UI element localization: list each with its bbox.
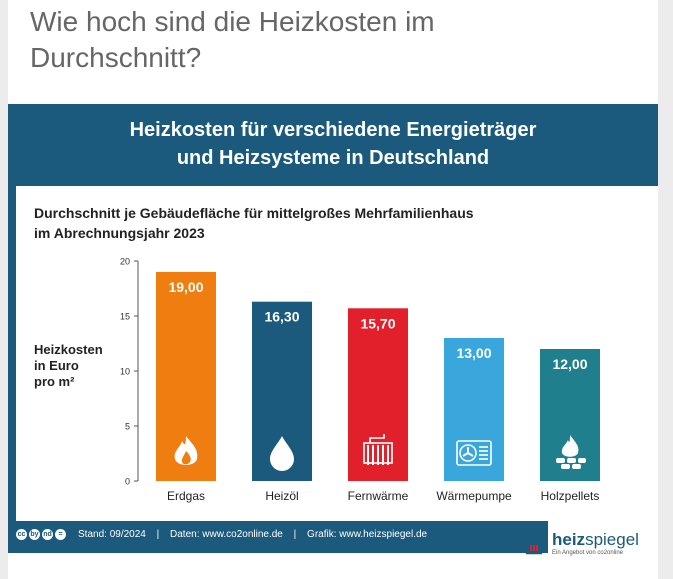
nd-icon: nd (42, 529, 53, 540)
infographic-title-line-2: und Heizsysteme in Deutschland (176, 147, 490, 169)
heat-pump-icon (456, 440, 492, 466)
page-heading: Wie hoch sind die Heizkosten im Durchsch… (30, 6, 435, 73)
bar-value-label: 15,70 (360, 315, 395, 331)
footer-separator: | (293, 529, 297, 540)
cc-icon: cc (16, 529, 27, 540)
by-icon: by (29, 529, 40, 540)
y-tick-label: 15 (120, 312, 130, 322)
footer-bar: cc by nd = Stand: 09/2024 | Daten: www.c… (8, 521, 548, 553)
brand-name-light: spiegel (585, 530, 639, 549)
bar-value-label: 12,00 (552, 356, 587, 372)
x-category-label: Fernwärme (348, 489, 409, 503)
brand-subline: Ein Angebot von co2online (552, 550, 624, 556)
y-tick-label: 20 (120, 257, 130, 267)
y-tick-label: 0 (125, 477, 130, 487)
y-axis-label: Heizkosten in Euro pro m² (34, 342, 124, 390)
footer-stand: Stand: 09/2024 (78, 529, 146, 540)
bar-value-label: 19,00 (168, 279, 203, 295)
chart-subtitle-line-2: im Abrechnungsjahr 2023 (34, 225, 205, 241)
bar-value-label: 16,30 (264, 309, 299, 325)
house-logo-icon (523, 533, 545, 555)
brand-name: heizspiegel (552, 531, 639, 549)
flame-icon (174, 436, 198, 465)
footer-grafik: Grafik: www.heizspiegel.de (307, 529, 428, 540)
footer-credits: Stand: 09/2024 | Daten: www.co2online.de… (78, 529, 435, 540)
infographic-title-line-1: Heizkosten für verschiedene Energieträge… (129, 119, 537, 141)
chart-subtitle-line-1: Durchschnitt je Gebäudefläche für mittel… (34, 205, 474, 221)
footer: cc by nd = Stand: 09/2024 | Daten: www.c… (8, 521, 658, 571)
y-axis-label-line-1: Heizkosten (34, 342, 103, 357)
oil-drop-icon (270, 436, 294, 471)
chart-subtitle: Durchschnitt je Gebäudefläche für mittel… (34, 203, 554, 243)
footer-daten: Daten: www.co2online.de (170, 529, 283, 540)
footer-separator: | (156, 529, 160, 540)
y-tick-label: 5 (125, 422, 130, 432)
brand-name-bold: heiz (552, 530, 586, 549)
pellet-fire-icon (556, 435, 586, 469)
x-category-label: Erdgas (167, 489, 205, 503)
infographic: Heizkosten für verschiedene Energieträge… (8, 104, 658, 571)
x-category-label: Heizöl (265, 489, 298, 503)
bar-value-label: 13,00 (456, 345, 491, 361)
license-icons: cc by nd = (16, 529, 66, 540)
equals-icon: = (55, 529, 66, 540)
radiator-icon (363, 434, 393, 465)
bar-chart: 0 5 10 15 20 19,00 Erdgas 16,30 Heizöl 15,70 Fernw… (120, 257, 600, 503)
y-axis-label-line-3: pro m² (34, 374, 75, 389)
infographic-title: Heizkosten für verschiedene Energieträge… (8, 116, 658, 172)
y-axis-label-line-2: in Euro (34, 358, 79, 373)
y-tick-label: 10 (120, 367, 130, 377)
x-category-label: Wärmepumpe (436, 489, 512, 503)
x-category-label: Holzpellets (541, 489, 600, 503)
heizspiegel-logo: heizspiegel Ein Angebot von co2online (522, 531, 639, 557)
